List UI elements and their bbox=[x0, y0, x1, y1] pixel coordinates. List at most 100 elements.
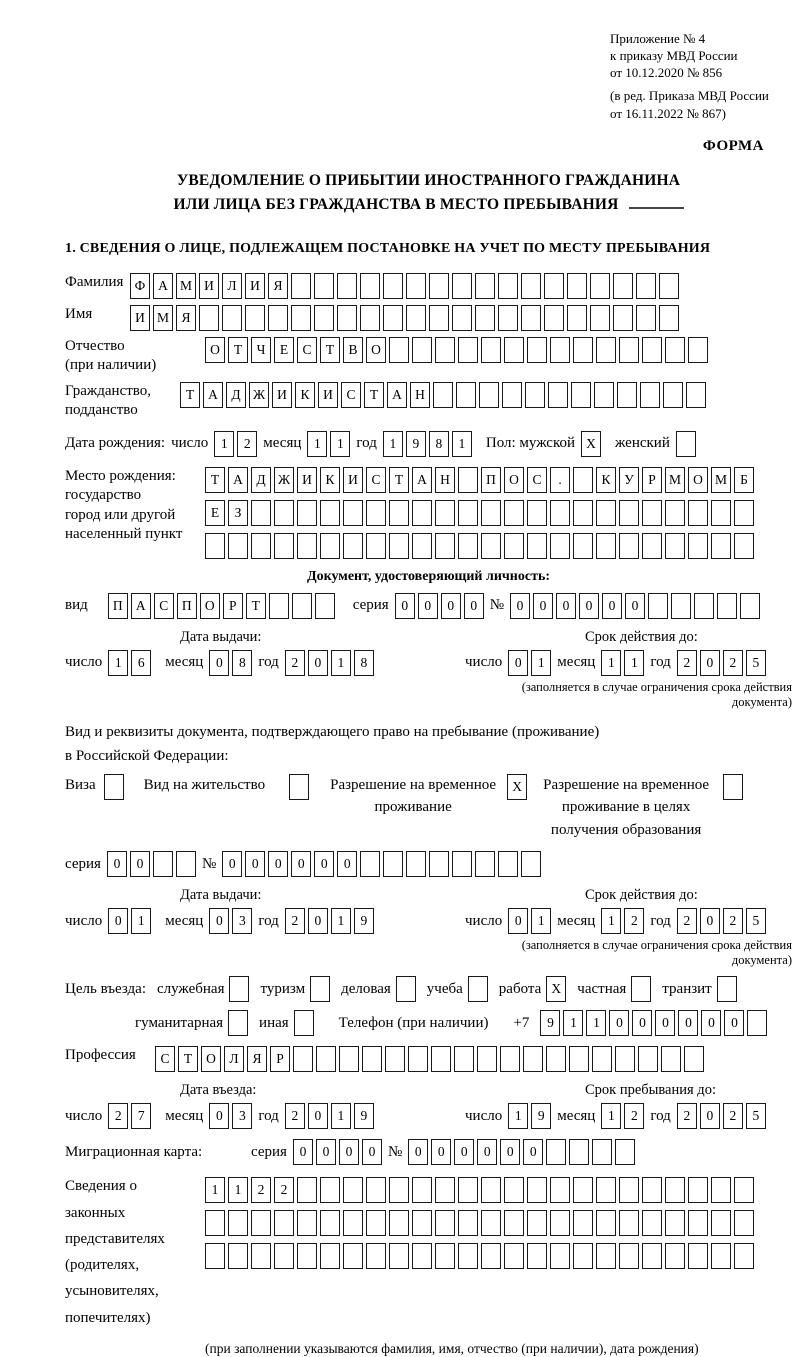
char-box[interactable] bbox=[274, 499, 294, 526]
char-box[interactable]: А bbox=[387, 381, 407, 408]
char-box[interactable]: 0 bbox=[417, 592, 438, 619]
char-box[interactable] bbox=[527, 499, 547, 526]
char-box[interactable]: Д bbox=[226, 381, 246, 408]
char-box[interactable] bbox=[665, 1210, 685, 1237]
char-box[interactable] bbox=[435, 1243, 455, 1270]
char-box[interactable]: 0 bbox=[510, 592, 530, 619]
char-box[interactable] bbox=[481, 532, 501, 559]
char-box[interactable]: О bbox=[205, 336, 225, 363]
char-box[interactable] bbox=[525, 381, 545, 408]
char-box[interactable] bbox=[452, 304, 472, 331]
char-box[interactable]: М bbox=[153, 304, 173, 331]
char-box[interactable]: И bbox=[297, 466, 317, 493]
char-box[interactable] bbox=[339, 1046, 359, 1073]
char-box[interactable]: 9 bbox=[353, 908, 374, 935]
char-box[interactable] bbox=[688, 1177, 708, 1204]
birth-place-boxes-row3[interactable] bbox=[205, 532, 754, 559]
char-box[interactable]: С bbox=[153, 592, 174, 619]
char-box[interactable] bbox=[412, 1177, 432, 1204]
char-box[interactable] bbox=[659, 272, 679, 299]
char-box[interactable] bbox=[694, 592, 714, 619]
char-box[interactable] bbox=[458, 1177, 478, 1204]
char-box[interactable] bbox=[711, 1210, 731, 1237]
char-box[interactable] bbox=[734, 1210, 754, 1237]
char-box[interactable] bbox=[412, 336, 432, 363]
char-box[interactable] bbox=[648, 592, 668, 619]
char-box[interactable] bbox=[636, 304, 656, 331]
char-box[interactable] bbox=[573, 499, 593, 526]
char-box[interactable]: Р bbox=[222, 592, 243, 619]
char-box[interactable] bbox=[458, 336, 478, 363]
char-box[interactable] bbox=[642, 499, 662, 526]
char-box[interactable]: 2 bbox=[284, 908, 305, 935]
char-box[interactable] bbox=[481, 336, 501, 363]
char-box[interactable] bbox=[433, 381, 453, 408]
char-box[interactable] bbox=[546, 1046, 566, 1073]
char-box[interactable]: 2 bbox=[251, 1177, 271, 1204]
char-box[interactable]: 0 bbox=[338, 1139, 359, 1166]
char-box[interactable] bbox=[228, 532, 248, 559]
char-box[interactable]: 6 bbox=[131, 649, 152, 676]
char-box[interactable] bbox=[360, 272, 380, 299]
char-box[interactable] bbox=[642, 1177, 662, 1204]
char-box[interactable] bbox=[619, 336, 639, 363]
char-box[interactable] bbox=[619, 1243, 639, 1270]
char-box[interactable]: Т bbox=[180, 381, 200, 408]
char-box[interactable] bbox=[343, 532, 363, 559]
char-box[interactable]: С bbox=[155, 1046, 175, 1073]
char-box[interactable] bbox=[431, 1046, 451, 1073]
char-box[interactable] bbox=[360, 851, 381, 878]
char-box[interactable]: 0 bbox=[292, 1139, 313, 1166]
char-box[interactable] bbox=[152, 851, 173, 878]
char-box[interactable] bbox=[688, 532, 708, 559]
char-box[interactable] bbox=[337, 272, 357, 299]
char-box[interactable] bbox=[458, 532, 478, 559]
char-box[interactable]: Р bbox=[270, 1046, 290, 1073]
char-box[interactable] bbox=[638, 1046, 658, 1073]
char-box[interactable]: 0 bbox=[268, 851, 289, 878]
char-box[interactable] bbox=[481, 1177, 501, 1204]
char-box[interactable]: 1 bbox=[531, 649, 552, 676]
char-box[interactable] bbox=[337, 304, 357, 331]
char-box[interactable] bbox=[268, 592, 289, 619]
char-box[interactable]: 0 bbox=[699, 649, 720, 676]
char-box[interactable] bbox=[642, 1210, 662, 1237]
char-box[interactable] bbox=[717, 592, 737, 619]
char-box[interactable]: 2 bbox=[284, 649, 305, 676]
char-box[interactable]: 0 bbox=[508, 908, 529, 935]
char-box[interactable] bbox=[498, 304, 518, 331]
char-box[interactable] bbox=[385, 1046, 405, 1073]
char-box[interactable] bbox=[389, 499, 409, 526]
char-box[interactable] bbox=[569, 1139, 590, 1166]
char-box[interactable] bbox=[573, 1177, 593, 1204]
char-box[interactable] bbox=[711, 1243, 731, 1270]
char-box[interactable] bbox=[504, 1243, 524, 1270]
char-box[interactable]: П bbox=[176, 592, 197, 619]
char-box[interactable] bbox=[573, 1210, 593, 1237]
char-box[interactable]: 0 bbox=[315, 1139, 336, 1166]
char-box[interactable]: Р bbox=[642, 466, 662, 493]
char-box[interactable]: И bbox=[245, 272, 265, 299]
char-box[interactable] bbox=[665, 1177, 685, 1204]
char-box[interactable]: А bbox=[412, 466, 432, 493]
char-box[interactable] bbox=[504, 336, 524, 363]
char-box[interactable]: О bbox=[366, 336, 386, 363]
char-box[interactable] bbox=[452, 272, 472, 299]
char-box[interactable] bbox=[615, 1139, 636, 1166]
char-box[interactable] bbox=[596, 336, 616, 363]
char-box[interactable]: 8 bbox=[353, 649, 374, 676]
char-box[interactable]: 1 bbox=[330, 908, 351, 935]
char-box[interactable]: 0 bbox=[222, 851, 243, 878]
char-box[interactable]: Т bbox=[364, 381, 384, 408]
char-box[interactable] bbox=[314, 304, 334, 331]
char-box[interactable] bbox=[343, 1210, 363, 1237]
